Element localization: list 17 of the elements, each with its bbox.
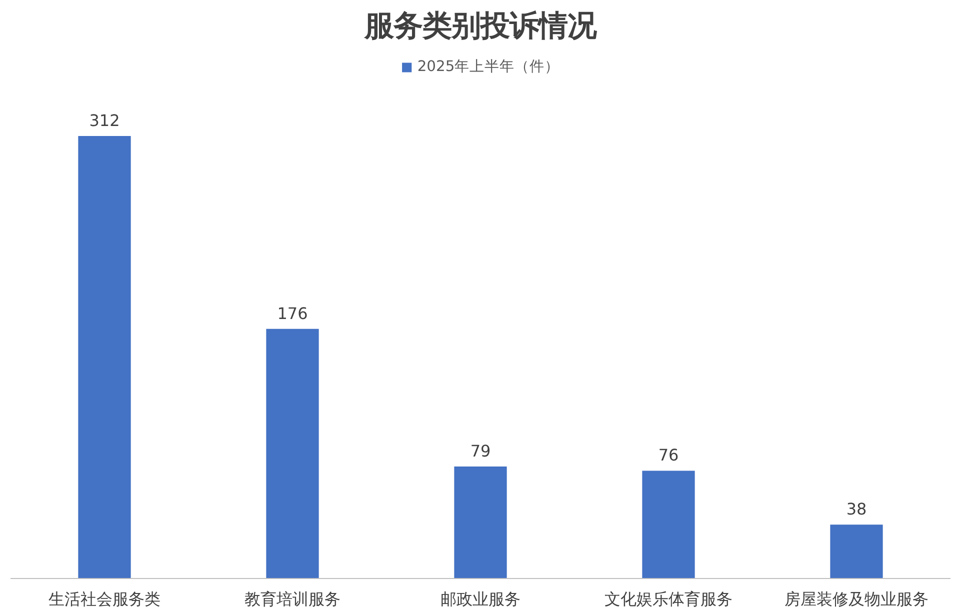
x-tick-label: 文化娱乐体育服务 — [604, 590, 732, 608]
data-label: 38 — [846, 500, 867, 519]
data-label: 312 — [89, 111, 120, 130]
x-tick-label: 生活社会服务类 — [48, 590, 160, 608]
data-label: 176 — [277, 304, 308, 323]
bar — [266, 328, 319, 578]
bar — [454, 466, 507, 578]
x-tick-label: 邮政业服务 — [440, 590, 520, 608]
chart-title: 服务类别投诉情况 — [364, 8, 598, 42]
data-label: 79 — [470, 441, 491, 460]
x-tick-label: 房屋装修及物业服务 — [784, 590, 928, 608]
bar — [78, 136, 131, 578]
bar — [642, 470, 695, 578]
bar — [830, 524, 883, 578]
data-label: 76 — [658, 446, 679, 465]
x-tick-label: 教育培训服务 — [244, 590, 340, 608]
legend-label: 2025年上半年（件） — [417, 57, 560, 76]
